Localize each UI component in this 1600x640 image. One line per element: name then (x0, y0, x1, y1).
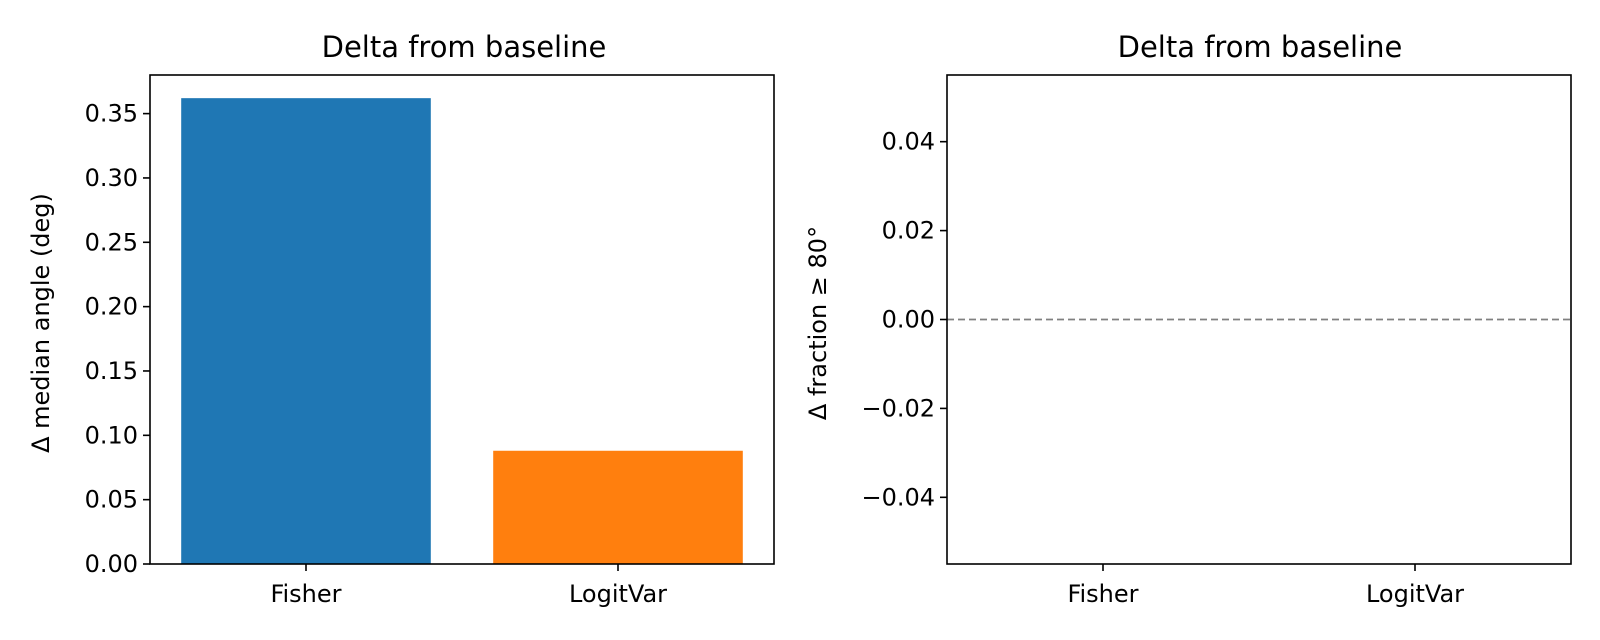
left-chart-x-axis-ticks: Fisher LogitVar (270, 564, 667, 608)
left-chart-x-tick-label-logitvar: LogitVar (569, 580, 667, 608)
right-chart-y-axis-ticks: −0.04 −0.02 0.00 0.02 0.04 (861, 128, 947, 511)
right-chart-x-tick-label-fisher: Fisher (1067, 580, 1138, 608)
right-chart-y-axis-label: Δ fraction ≥ 80° (804, 226, 832, 420)
right-chart-title: Delta from baseline (1118, 30, 1403, 64)
right-chart-panel: Delta from baseline Δ fraction ≥ 80° −0.… (804, 30, 1572, 608)
left-chart-panel: Delta from baseline Δ median angle (deg)… (27, 30, 775, 608)
right-chart-y-tick-label: 0.02 (882, 217, 935, 245)
left-chart-y-tick-label: 0.25 (85, 228, 138, 256)
left-chart-y-axis-label: Δ median angle (deg) (27, 193, 55, 453)
left-chart-bar-logitvar (493, 450, 743, 564)
left-chart-y-axis-ticks: 0.00 0.05 0.10 0.15 0.20 0.25 0.30 0.35 (85, 100, 150, 578)
left-chart-y-tick-label: 0.30 (85, 164, 138, 192)
right-chart-y-tick-label: 0.04 (882, 128, 935, 156)
right-chart-plot-frame (946, 74, 1572, 565)
left-chart-title: Delta from baseline (322, 30, 607, 64)
right-chart-x-axis-ticks: Fisher LogitVar (1067, 564, 1464, 608)
left-chart-y-tick-label: 0.10 (85, 421, 138, 449)
right-chart-x-tick-label-logitvar: LogitVar (1366, 580, 1464, 608)
left-chart-x-tick-label-fisher: Fisher (270, 580, 341, 608)
right-chart-y-tick-label: 0.00 (882, 306, 935, 334)
left-chart-bars (181, 98, 743, 564)
right-chart-y-tick-label: −0.04 (861, 483, 935, 511)
left-chart-y-tick-label: 0.15 (85, 357, 138, 385)
left-chart-y-tick-label: 0.35 (85, 100, 138, 128)
left-chart-y-tick-label: 0.20 (85, 293, 138, 321)
left-chart-y-tick-label: 0.00 (85, 550, 138, 578)
left-chart-plot-frame (149, 74, 775, 565)
right-chart-y-tick-label: −0.02 (861, 394, 935, 422)
left-chart-bar-fisher (181, 98, 431, 564)
left-chart-y-tick-label: 0.05 (85, 486, 138, 514)
